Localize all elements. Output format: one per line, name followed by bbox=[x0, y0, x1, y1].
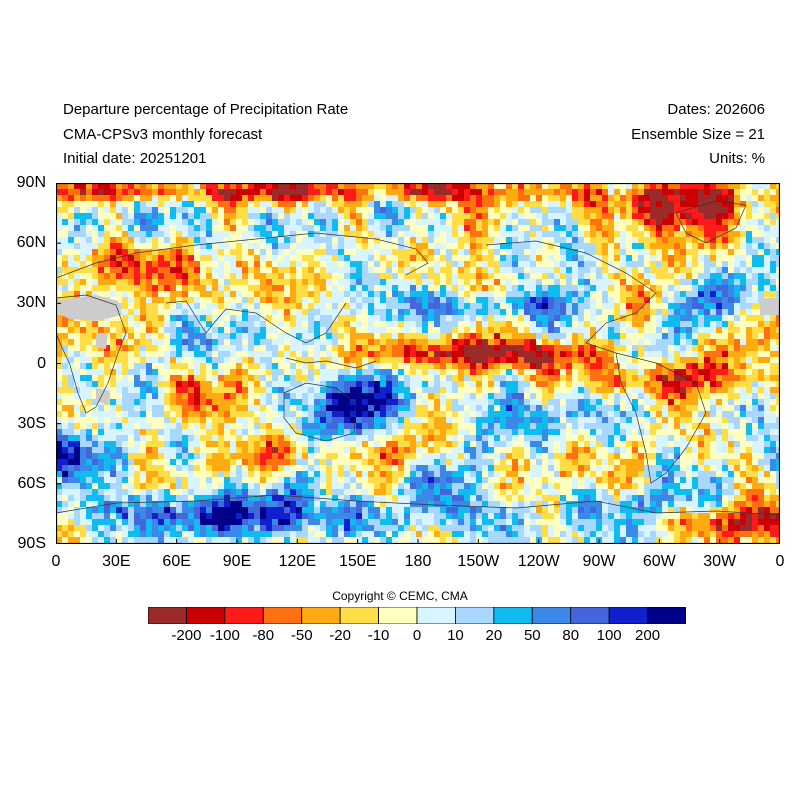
lon-label: 120E bbox=[278, 553, 317, 570]
map-canvas bbox=[56, 183, 780, 544]
lon-label: 0 bbox=[775, 553, 785, 570]
colorbar-swatch bbox=[148, 607, 187, 624]
coastlines bbox=[56, 200, 780, 516]
precipitation-map bbox=[56, 183, 780, 544]
lat-label: 90S bbox=[17, 535, 46, 552]
colorbar bbox=[148, 607, 686, 624]
colorbar-label: 10 bbox=[447, 627, 464, 644]
lat-label: 60N bbox=[16, 234, 46, 252]
lon-label: 60E bbox=[162, 553, 191, 570]
colorbar-swatch bbox=[186, 607, 226, 624]
lon-label: 150W bbox=[457, 553, 500, 570]
lon-label: 60W bbox=[642, 553, 676, 570]
lon-label: 90E bbox=[222, 553, 252, 570]
model-label: CMA-CPSv3 monthly forecast bbox=[63, 126, 263, 143]
colorbar-swatch bbox=[301, 607, 341, 624]
lon-label: 30W bbox=[703, 553, 737, 570]
colorbar-label: -80 bbox=[252, 627, 275, 644]
map-title: Departure percentage of Precipitation Ra… bbox=[63, 101, 349, 118]
colorbar-swatch bbox=[493, 607, 533, 624]
colorbar-label: -20 bbox=[329, 627, 351, 644]
units-label: Units: % bbox=[709, 150, 765, 167]
colorbar-label: 20 bbox=[485, 627, 503, 644]
colorbar-label: 0 bbox=[412, 627, 422, 644]
lon-label: 90W bbox=[582, 553, 616, 570]
colorbar-swatch bbox=[378, 607, 418, 624]
map-ticks bbox=[56, 183, 780, 544]
lat-label: 60S bbox=[17, 474, 46, 492]
colorbar-label: -10 bbox=[367, 627, 390, 644]
lon-label: 120W bbox=[517, 553, 560, 570]
anomaly-field bbox=[56, 183, 780, 544]
colorbar-swatch bbox=[262, 607, 303, 624]
colorbar-swatch bbox=[416, 607, 456, 624]
lat-label: 0 bbox=[37, 354, 46, 372]
lon-label: 0 bbox=[51, 553, 61, 570]
colorbar-swatch bbox=[608, 607, 648, 624]
ensemble-size-label: Ensemble Size = 21 bbox=[631, 126, 765, 143]
lon-label: 150E bbox=[338, 553, 377, 570]
colorbar-swatch bbox=[224, 607, 264, 624]
colorbar-label: 100 bbox=[596, 627, 622, 644]
lat-label: 30N bbox=[16, 294, 46, 312]
lat-label: 30S bbox=[17, 414, 46, 432]
colorbar-label: -50 bbox=[290, 627, 313, 644]
lat-label: 90N bbox=[16, 174, 46, 191]
colorbar-label: -100 bbox=[209, 627, 240, 644]
colorbar-swatch bbox=[531, 607, 572, 624]
lon-label: 180 bbox=[404, 553, 432, 570]
initial-date-label: Initial date: 20251201 bbox=[63, 150, 207, 167]
colorbar-swatch bbox=[647, 607, 686, 624]
dates-label: Dates: 202606 bbox=[667, 101, 765, 118]
lon-label: 30E bbox=[102, 553, 131, 570]
colorbar-label: 200 bbox=[635, 627, 661, 644]
copyright-text: Copyright © CEMC, CMA bbox=[332, 589, 468, 603]
colorbar-label: 80 bbox=[562, 627, 580, 644]
colorbar-swatch bbox=[570, 607, 610, 624]
colorbar-swatch bbox=[455, 607, 495, 624]
colorbar-swatch bbox=[339, 607, 379, 624]
colorbar-label: 50 bbox=[523, 627, 541, 644]
colorbar-label: -200 bbox=[171, 627, 202, 644]
